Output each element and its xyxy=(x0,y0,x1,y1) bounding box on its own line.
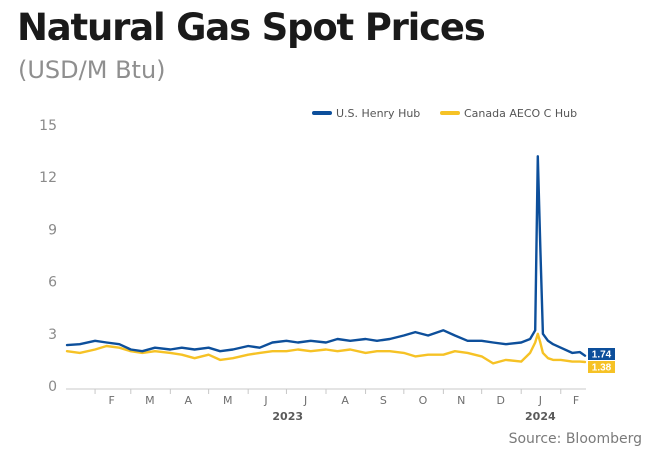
x-tick-label: A xyxy=(341,394,349,407)
year-label: 2024 xyxy=(525,410,556,423)
source-note: Source: Bloomberg xyxy=(508,431,642,447)
y-tick-label: 12 xyxy=(39,170,57,186)
y-tick-label: 3 xyxy=(48,327,57,343)
x-tick-label: J xyxy=(263,394,267,407)
series-line-henry-hub xyxy=(65,155,587,357)
chart-subtitle: (USD/M Btu) xyxy=(18,56,166,84)
x-tick-label: J xyxy=(538,394,542,407)
x-tick-label: O xyxy=(419,394,428,407)
y-tick-label: 0 xyxy=(48,379,57,395)
end-label-aeco-box xyxy=(588,361,615,373)
end-label-aeco: 1.38 xyxy=(592,363,612,374)
y-tick-label: 15 xyxy=(39,118,57,134)
x-tick-label: M xyxy=(145,394,155,407)
plot-area xyxy=(65,155,587,365)
x-tick-label: S xyxy=(380,394,387,407)
y-axis: 0 3 6 9 12 15 xyxy=(39,118,57,395)
legend-henry-hub-label: U.S. Henry Hub xyxy=(336,107,420,120)
x-tick-label: D xyxy=(497,394,505,407)
x-tick-label: M xyxy=(223,394,233,407)
y-tick-label: 6 xyxy=(48,275,57,291)
x-axis: F M A M J J A S O N D J F 2023 2024 xyxy=(66,388,586,423)
y-tick-label: 9 xyxy=(48,222,57,238)
year-label: 2023 xyxy=(272,410,303,423)
end-labels: 1.74 1.38 xyxy=(588,348,615,374)
legend-aeco-label: Canada AECO C Hub xyxy=(464,107,577,120)
x-tick-label: A xyxy=(184,394,192,407)
x-tick-label: F xyxy=(108,394,114,407)
x-tick-label: N xyxy=(457,394,465,407)
x-tick-label: J xyxy=(303,394,307,407)
x-tick-label: F xyxy=(573,394,579,407)
chart-title: Natural Gas Spot Prices xyxy=(17,6,486,49)
end-label-henry-hub: 1.74 xyxy=(592,350,612,361)
end-label-henry-hub-box xyxy=(588,348,615,360)
series-line-aeco xyxy=(65,332,587,365)
legend: U.S. Henry Hub Canada AECO C Hub xyxy=(312,107,577,120)
